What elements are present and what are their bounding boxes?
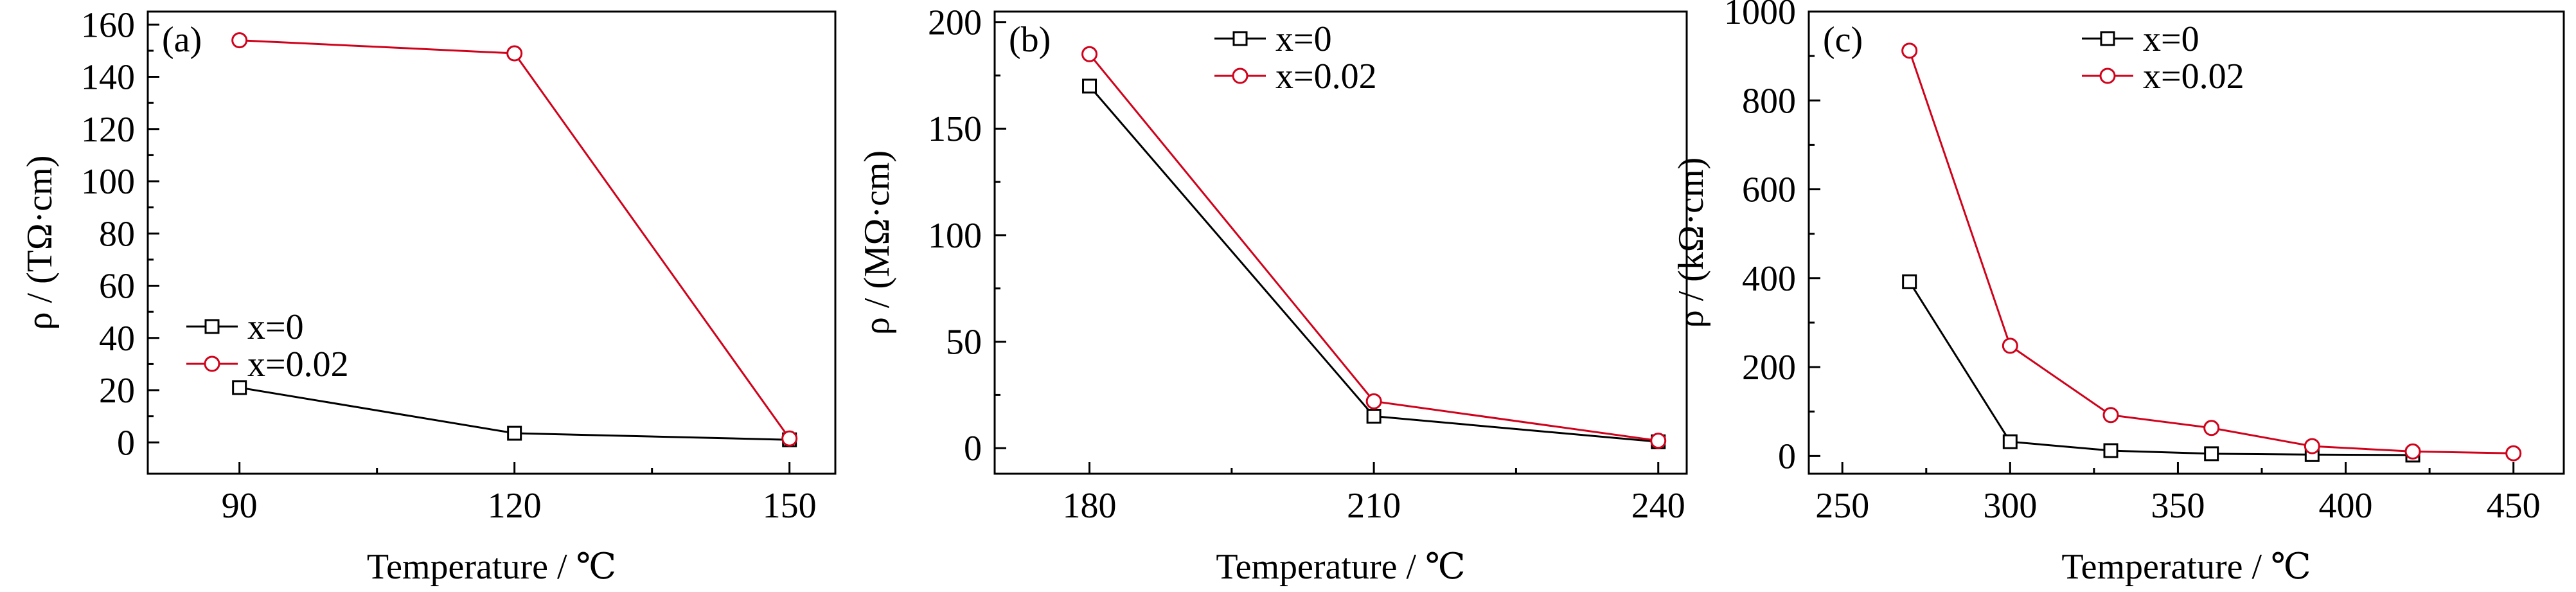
panel-b-legend-label: x=0.02: [1275, 57, 1377, 96]
panel-a-y-axis-title: ρ / (TΩ·cm): [20, 156, 60, 330]
panel-c-data-point: [1901, 42, 1918, 59]
panel-a-y-tick-label: 140: [81, 58, 135, 98]
panel-c-x-tick-label: 250: [1815, 486, 1869, 526]
panel-c-legend-marker: [2100, 31, 2115, 46]
panel-c-x-axis-title: Temperature / ℃: [2061, 547, 2311, 587]
panel-c-data-point: [2404, 443, 2421, 460]
panel-a-frame: [147, 10, 837, 475]
panel-c-x-tick-label: 300: [1983, 486, 2037, 526]
panel-c-data-point: [2505, 445, 2522, 462]
panel-c-legend-label: x=0: [2143, 19, 2199, 59]
panel-c-data-point: [2304, 438, 2320, 454]
panel-b-x-tick-label: 240: [1631, 486, 1685, 526]
panel-b-legend-marker: [1232, 31, 1248, 46]
panel-b-y-axis-title: ρ / (MΩ·cm): [857, 150, 897, 335]
panel-b-data-point: [1366, 409, 1381, 424]
panel-b-label: (b): [1009, 20, 1051, 60]
panel-b-y-tick-label: 100: [928, 216, 982, 256]
panel-c-data-point: [2103, 443, 2119, 458]
panel-c-frame: [1808, 10, 2565, 475]
panel-a-data-point: [232, 380, 247, 395]
panel-b-y-tick-label: 200: [928, 3, 982, 43]
panel-a-y-tick-label: 0: [117, 423, 135, 463]
panel-c-y-tick-label: 600: [1742, 170, 1796, 210]
panel-a-legend-marker: [204, 319, 220, 334]
panel-c-series-line: [1908, 50, 2514, 454]
panel-c-x-tick-label: 400: [2319, 486, 2373, 526]
panel-a-legend-marker: [204, 355, 220, 372]
panel-b-y-tick-label: 0: [964, 429, 982, 469]
panel-b-x-tick-label: 180: [1063, 486, 1117, 526]
panel-c-y-tick-label: 1000: [1724, 0, 1796, 32]
panel-b-series-line: [1088, 85, 1658, 443]
panel-c-data-point: [2203, 420, 2220, 436]
panel-a-data-point: [507, 426, 522, 441]
panel-b-data-point: [1650, 433, 1667, 449]
panel-c-data-point: [1902, 274, 1917, 289]
panel-c-data-point: [2002, 434, 2018, 449]
panel-c-data-point: [2102, 407, 2119, 424]
panel-b-legend-marker: [1232, 67, 1248, 84]
panel-c-legend-label: x=0.02: [2143, 57, 2244, 96]
panel-c-series-line: [1908, 281, 2413, 456]
panel-a-data-point: [231, 32, 248, 49]
panel-c-label: (c): [1823, 20, 1863, 60]
panel-a-legend-label: x=0: [247, 307, 304, 347]
panel-b-y-tick-label: 150: [928, 109, 982, 149]
panel-c-y-axis-title: ρ / (kΩ·cm): [1671, 157, 1711, 328]
panel-b-data-point: [1082, 78, 1097, 94]
panel-b-x-axis-title: Temperature / ℃: [1216, 547, 1465, 587]
panel-a-data-point: [506, 45, 523, 62]
panel-a-data-point: [781, 430, 798, 447]
panel-a-y-tick-label: 160: [81, 5, 135, 45]
panel-b-frame: [993, 10, 1688, 475]
panel-c-y-tick-label: 400: [1742, 259, 1796, 299]
panel-c-y-tick-label: 0: [1778, 436, 1796, 476]
panel-c-y-tick-label: 200: [1742, 348, 1796, 388]
panel-a-x-tick-label: 120: [488, 486, 542, 526]
panel-a-x-axis-title: Temperature / ℃: [367, 547, 616, 587]
panel-a-y-tick-label: 100: [81, 162, 135, 202]
panel-c-data-point: [2204, 446, 2219, 462]
panel-a-y-tick-label: 80: [99, 214, 135, 254]
panel-a-x-tick-label: 90: [222, 486, 258, 526]
panel-c-x-tick-label: 450: [2487, 486, 2541, 526]
panel-b-series-line: [1088, 53, 1658, 442]
panel-a-legend-label: x=0.02: [247, 345, 349, 384]
panel-b-legend-label: x=0: [1275, 19, 1332, 59]
panel-b-data-point: [1365, 393, 1382, 409]
panel-c-y-tick-label: 800: [1742, 81, 1796, 121]
panel-a-y-tick-label: 20: [99, 371, 135, 411]
panel-c-data-point: [2002, 337, 2018, 354]
panel-b-x-tick-label: 210: [1347, 486, 1401, 526]
panel-b-y-tick-label: 50: [946, 323, 982, 363]
panel-a-x-tick-label: 150: [763, 486, 817, 526]
panel-b-data-point: [1081, 46, 1098, 62]
panel-a-y-tick-label: 40: [99, 319, 135, 359]
panel-a-y-tick-label: 60: [99, 267, 135, 307]
panel-a-label: (a): [162, 20, 202, 60]
panel-a-y-tick-label: 120: [81, 110, 135, 150]
panel-c-x-tick-label: 350: [2151, 486, 2205, 526]
panel-c-legend-marker: [2099, 67, 2116, 84]
